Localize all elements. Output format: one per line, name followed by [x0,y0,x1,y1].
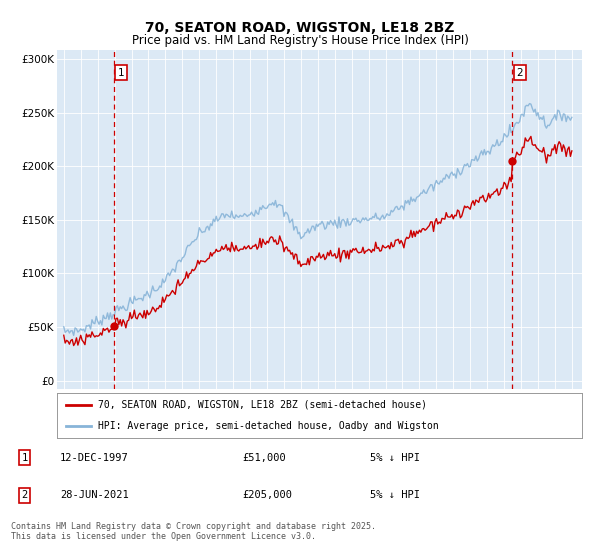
Text: 70, SEATON ROAD, WIGSTON, LE18 2BZ: 70, SEATON ROAD, WIGSTON, LE18 2BZ [145,21,455,35]
Text: £51,000: £51,000 [242,452,286,463]
Text: 5% ↓ HPI: 5% ↓ HPI [370,491,420,500]
Text: Price paid vs. HM Land Registry's House Price Index (HPI): Price paid vs. HM Land Registry's House … [131,34,469,46]
Text: HPI: Average price, semi-detached house, Oadby and Wigston: HPI: Average price, semi-detached house,… [98,421,439,431]
Text: Contains HM Land Registry data © Crown copyright and database right 2025.
This d: Contains HM Land Registry data © Crown c… [11,522,376,542]
Text: 5% ↓ HPI: 5% ↓ HPI [370,452,420,463]
Text: 70, SEATON ROAD, WIGSTON, LE18 2BZ (semi-detached house): 70, SEATON ROAD, WIGSTON, LE18 2BZ (semi… [98,400,427,410]
Text: 1: 1 [21,452,28,463]
Text: £205,000: £205,000 [242,491,292,500]
Text: 12-DEC-1997: 12-DEC-1997 [60,452,129,463]
Text: 1: 1 [118,68,125,77]
Text: 2: 2 [517,68,523,77]
Text: 28-JUN-2021: 28-JUN-2021 [60,491,129,500]
Text: 2: 2 [21,491,28,500]
